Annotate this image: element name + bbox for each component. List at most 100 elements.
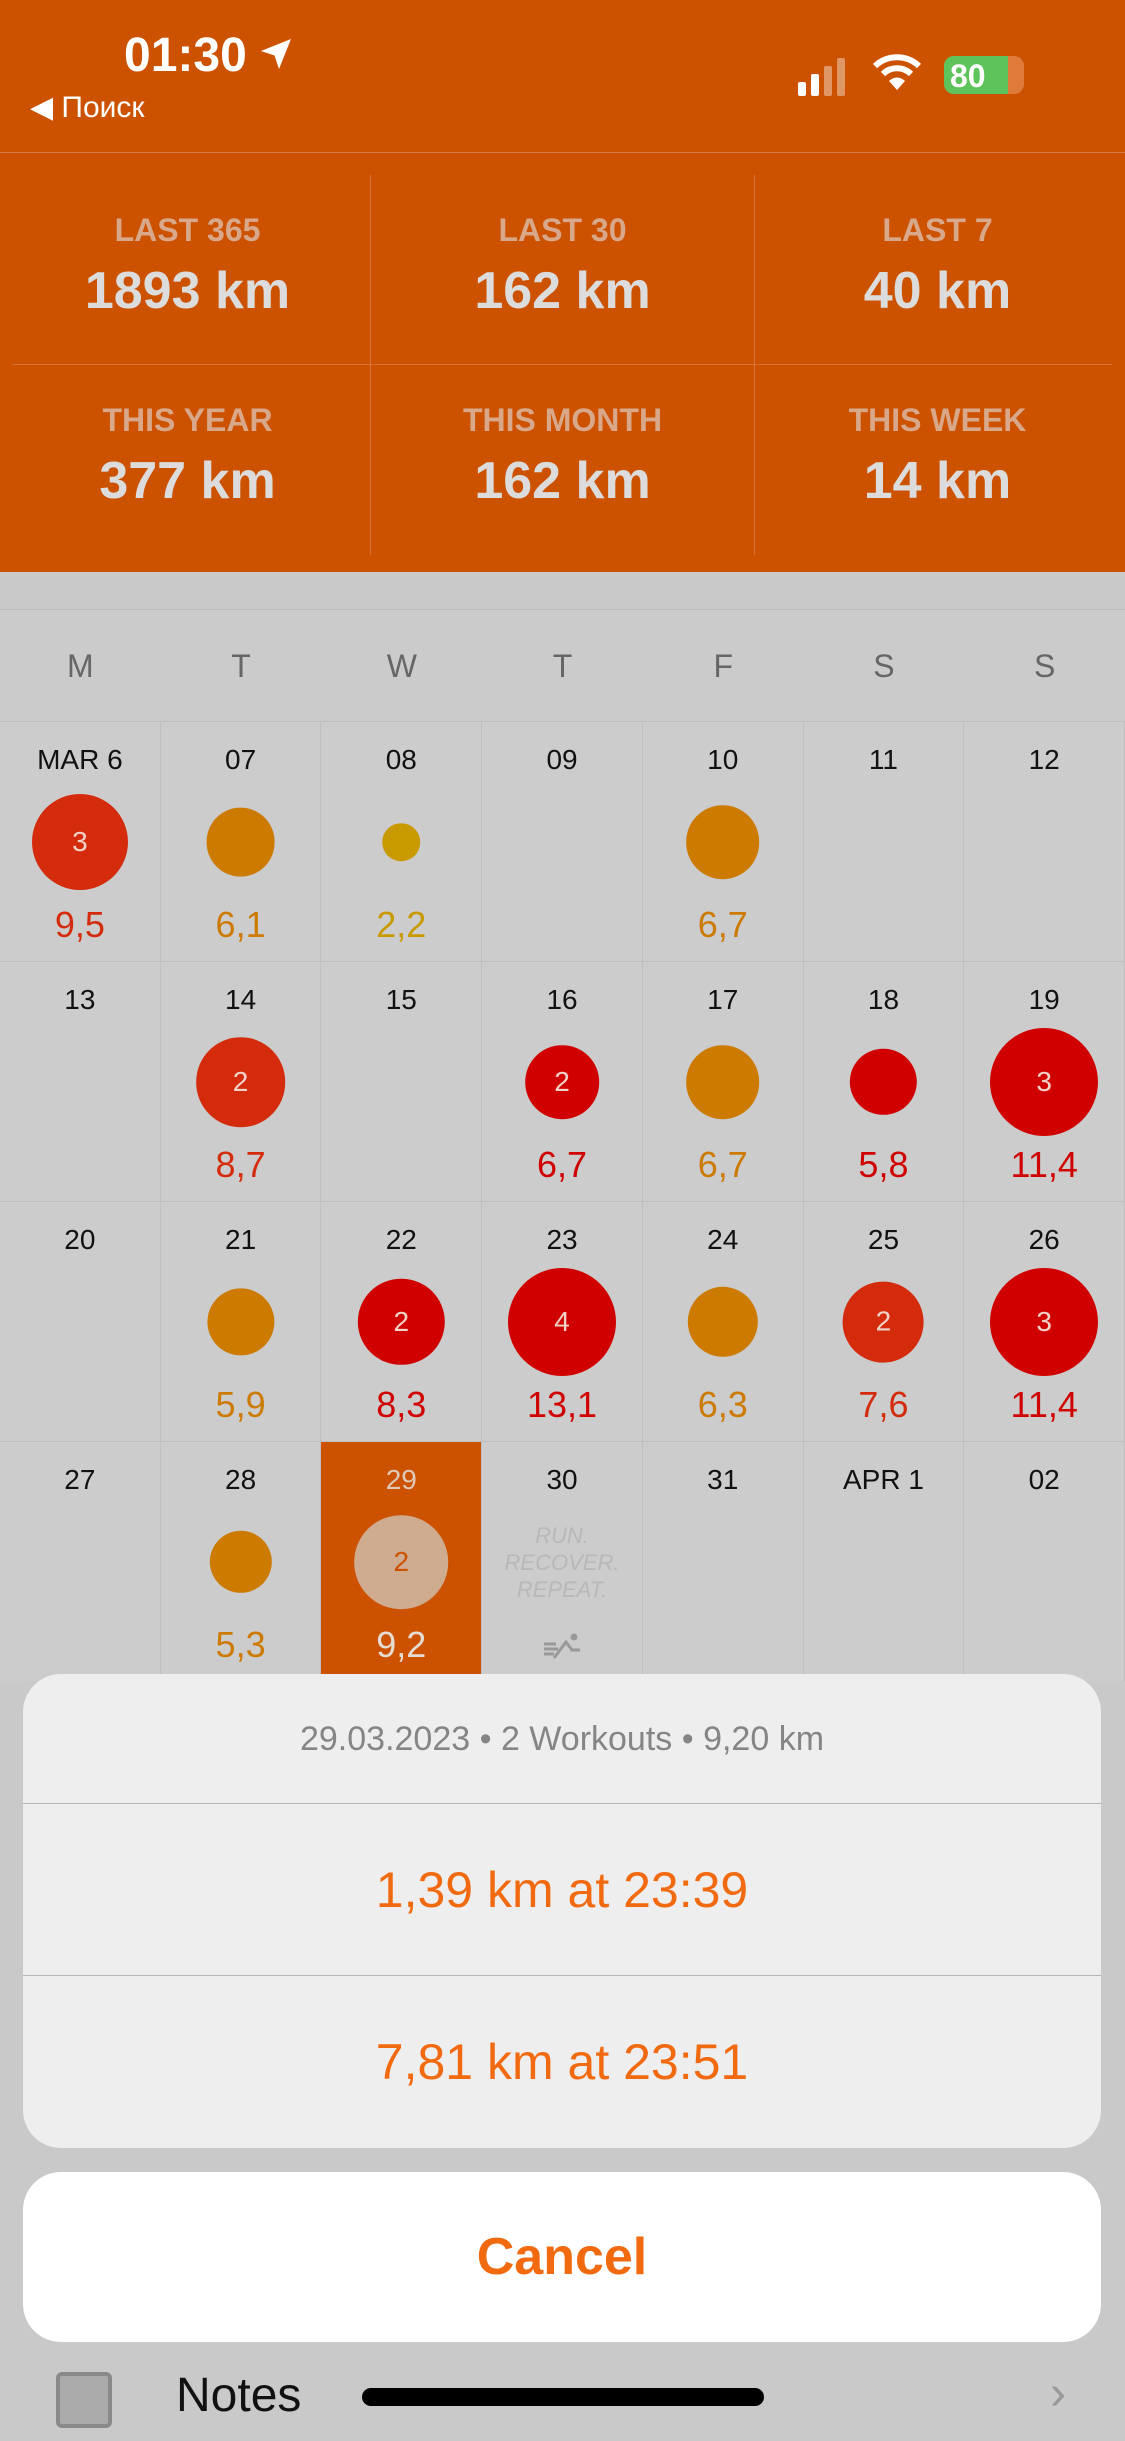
calendar-day[interactable]: 31 <box>642 1441 804 1681</box>
workout-circle <box>685 1045 760 1119</box>
calendar-day[interactable]: 15 <box>321 961 483 1201</box>
calendar-day[interactable]: 24 6,3 <box>642 1201 804 1441</box>
calendar-day[interactable]: 07 6,1 <box>160 721 322 961</box>
calendar-week: 27 28 5,3 29 2 9,2 30 RUN. RECOVER. REPEAT. 31 AP… <box>0 1441 1125 1681</box>
weekday-label: F <box>713 648 733 684</box>
day-distance: 11,4 <box>1010 1384 1078 1425</box>
day-distance: 6,7 <box>697 1144 748 1185</box>
calendar-day[interactable]: 29 2 9,2 <box>321 1441 483 1681</box>
day-distance: 6,3 <box>697 1384 748 1425</box>
calendar-day[interactable]: 21 5,9 <box>160 1201 322 1441</box>
calendar-day[interactable]: 26 3 11,4 <box>964 1201 1125 1441</box>
calendar-day[interactable]: 25 2 7,6 <box>803 1201 965 1441</box>
day-date: 12 <box>1028 744 1060 775</box>
day-date: 28 <box>225 1464 257 1495</box>
calendar-day[interactable]: 27 <box>0 1441 161 1681</box>
day-date: 18 <box>867 984 900 1015</box>
workout-circle: 2 <box>525 1045 599 1119</box>
workout-circle <box>209 1530 272 1594</box>
day-distance: 5,9 <box>215 1384 266 1425</box>
day-date: 23 <box>546 1224 578 1255</box>
workout-circle: 3 <box>31 794 128 890</box>
day-date: 19 <box>1028 984 1060 1015</box>
calendar-day[interactable]: 19 3 11,4 <box>964 961 1125 1201</box>
stat-value: 162 km <box>474 262 651 320</box>
workout-circle: 4 <box>508 1268 617 1376</box>
calendar-week: 20 21 5,9 22 2 8,3 23 4 13,1 24 6,3 25 2 7,6 26 3 11,4 <box>0 1201 1125 1441</box>
day-distance: 11,4 <box>1010 1144 1078 1185</box>
stat-value: 14 km <box>863 452 1012 510</box>
calendar-day[interactable]: 02 <box>964 1441 1125 1681</box>
stat-value: 40 km <box>863 262 1012 320</box>
workout-circle: 2 <box>358 1278 445 1366</box>
divider <box>370 175 371 555</box>
stat-last-365: LAST 365 1893 km <box>0 212 375 321</box>
calendar-day[interactable]: 10 6,7 <box>642 721 804 961</box>
day-distance: 13,1 <box>526 1384 598 1425</box>
calendar-day[interactable]: 11 <box>803 721 965 961</box>
day-date: 22 <box>385 1224 417 1255</box>
stat-label: THIS YEAR <box>102 402 273 438</box>
day-date: 25 <box>867 1224 900 1255</box>
calendar-grid: MAR 6 3 9,5 07 6,1 08 2,2 09 10 6,7 11 12 13 14 2 8,7 15… <box>0 721 1125 1681</box>
calendar-day[interactable]: 14 2 8,7 <box>160 961 322 1201</box>
day-date: MAR 6 <box>37 744 123 775</box>
battery-percent: 80 <box>950 58 986 94</box>
day-distance: 9,5 <box>54 904 105 945</box>
calendar-day[interactable]: 17 6,7 <box>642 961 804 1201</box>
calendar-day[interactable]: 09 <box>482 721 643 961</box>
workout-circle: 3 <box>990 1028 1099 1136</box>
stat-this-year: THIS YEAR 377 km <box>0 402 375 511</box>
divider <box>12 364 1112 365</box>
day-date: 30 <box>546 1464 578 1495</box>
calendar-day[interactable]: MAR 6 3 9,5 <box>0 721 161 961</box>
day-distance: 7,6 <box>858 1384 909 1425</box>
day-date: 13 <box>64 984 96 1015</box>
weekday-label: T <box>552 648 573 684</box>
calendar-day[interactable]: 12 <box>964 721 1125 961</box>
workout-count: 2 <box>875 1305 892 1337</box>
back-to-search-link[interactable]: ◀ Поиск <box>30 91 145 124</box>
battery-icon: 80 <box>944 56 1024 94</box>
workout-count: 3 <box>72 826 88 857</box>
calendar-day[interactable]: 18 5,8 <box>803 961 965 1201</box>
day-distance: 8,7 <box>215 1144 266 1185</box>
day-date: 02 <box>1028 1464 1060 1495</box>
workout-circle <box>685 805 760 879</box>
calendar-day[interactable]: 16 2 6,7 <box>482 961 643 1201</box>
calendar-day[interactable]: 20 <box>0 1201 161 1441</box>
day-date: 20 <box>64 1224 96 1255</box>
stat-label: LAST 365 <box>114 212 261 248</box>
notes-label: Notes <box>176 2369 302 2422</box>
workout-option-button[interactable]: 1,39 km at 23:39 <box>23 1804 1101 1976</box>
calendar-day[interactable]: 28 5,3 <box>160 1441 322 1681</box>
day-date: 31 <box>707 1464 739 1495</box>
calendar-week: 13 14 2 8,7 15 16 2 6,7 17 6,7 18 5,8 19 3 11,4 <box>0 961 1125 1201</box>
cellular-signal-icon <box>798 58 845 96</box>
workout-circle <box>206 807 275 877</box>
motto-text: RUN. RECOVER. REPEAT. <box>504 1523 620 1602</box>
stat-value: 1893 km <box>84 262 291 320</box>
workout-circle <box>687 1286 758 1358</box>
stat-label: LAST 7 <box>882 212 993 248</box>
day-date: 27 <box>64 1464 96 1495</box>
workout-circle <box>206 1288 275 1356</box>
day-date: 08 <box>385 744 417 775</box>
calendar-day[interactable]: 08 2,2 <box>321 721 483 961</box>
calendar-day[interactable]: 23 4 13,1 <box>482 1201 643 1441</box>
day-distance: 6,1 <box>215 904 266 945</box>
calendar-day[interactable]: APR 1 <box>803 1441 965 1681</box>
weekday-label: W <box>386 648 417 684</box>
calendar-day[interactable]: 30 RUN. RECOVER. REPEAT. <box>482 1441 643 1681</box>
home-indicator[interactable] <box>362 2388 764 2406</box>
day-date: APR 1 <box>842 1464 924 1495</box>
day-distance: 6,7 <box>536 1144 588 1185</box>
calendar-day[interactable]: 13 <box>0 961 161 1201</box>
cancel-button[interactable]: Cancel <box>23 2172 1101 2342</box>
calendar-day[interactable]: 22 2 8,3 <box>321 1201 483 1441</box>
location-arrow-icon <box>261 39 291 69</box>
stat-this-week: THIS WEEK 14 km <box>750 402 1125 511</box>
notes-row[interactable]: Notes › <box>0 2360 1125 2436</box>
workout-circle: 3 <box>990 1268 1099 1376</box>
workout-option-button[interactable]: 7,81 km at 23:51 <box>375 2034 749 2090</box>
